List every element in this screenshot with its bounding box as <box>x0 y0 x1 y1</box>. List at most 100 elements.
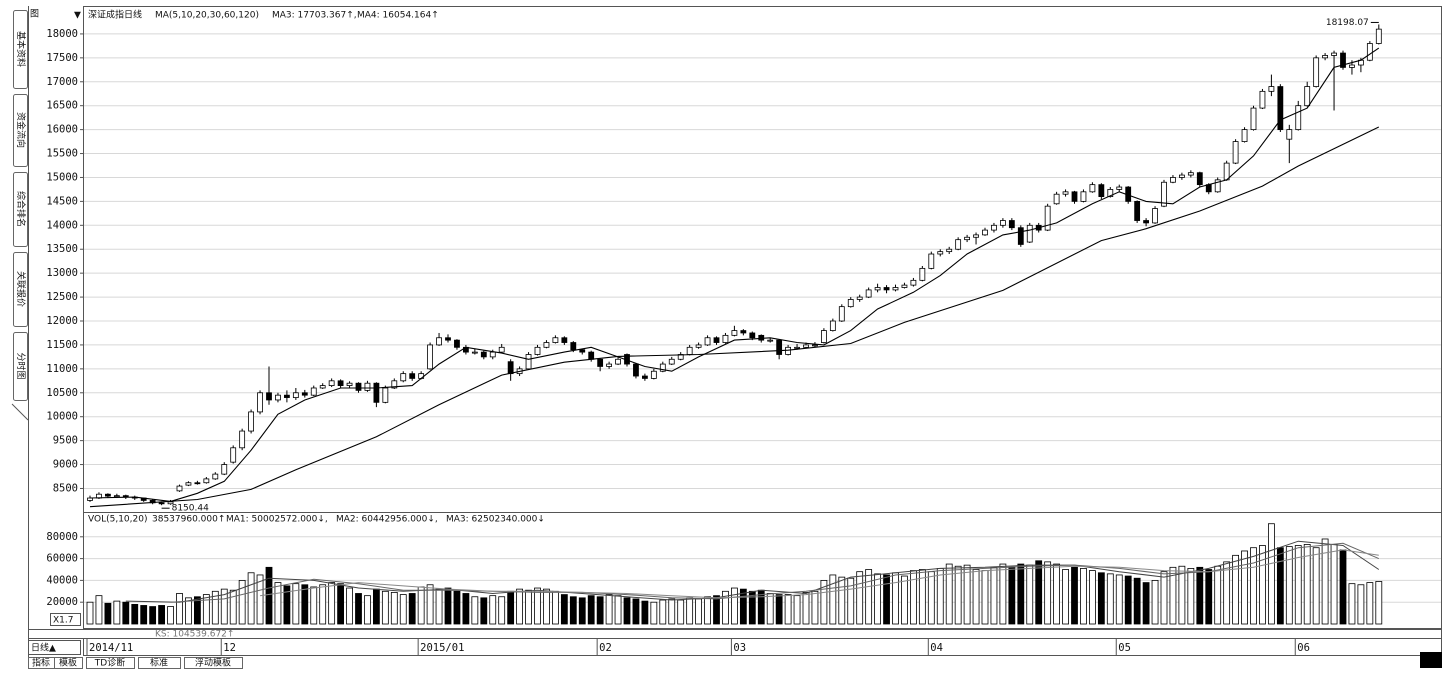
side-tab[interactable] <box>13 252 28 327</box>
volume-bar <box>918 569 926 625</box>
volume-bar <box>739 588 747 625</box>
volume-bar <box>775 594 783 625</box>
side-tab-label[interactable]: 综合排名 <box>15 191 27 227</box>
bottom-tab-label[interactable]: 标准 <box>150 657 168 669</box>
volume-bar <box>319 584 327 625</box>
candle-body <box>695 344 702 348</box>
candle-body <box>928 253 935 269</box>
candle-body <box>1286 129 1293 140</box>
volume-bar <box>140 605 148 625</box>
volume-bar <box>220 588 228 625</box>
candle-body <box>874 287 881 291</box>
candle-body <box>283 394 290 398</box>
volume-bar <box>211 590 219 625</box>
volume-bar <box>364 595 371 625</box>
volume-bar <box>229 589 237 625</box>
y-tick-label: 15500 <box>46 148 78 160</box>
scale-label[interactable]: X1.7 <box>53 616 73 626</box>
candle-body <box>1223 162 1230 181</box>
side-tab-label[interactable]: 关联报价 <box>15 271 27 307</box>
y-tick-label: 15000 <box>46 171 78 183</box>
side-tab-label[interactable]: 基本资料 <box>15 31 27 67</box>
candle-body <box>454 339 460 348</box>
corner-icon[interactable]: 图 <box>30 9 39 20</box>
high-label: 18198.07 <box>1326 18 1369 28</box>
volume-bar <box>1232 554 1239 625</box>
y-tick-label: 8500 <box>53 482 78 494</box>
candle-body <box>973 234 979 238</box>
volume-bar <box>704 596 711 625</box>
y-tick-label: 10500 <box>46 387 78 399</box>
candle-body <box>266 392 272 401</box>
volume-bar <box>1124 575 1132 625</box>
volume-bar <box>534 587 541 625</box>
candle-body <box>597 358 604 367</box>
candle-body <box>570 342 577 351</box>
volume-bar <box>247 572 255 625</box>
candle-body <box>1232 141 1239 164</box>
candle-body <box>964 236 970 241</box>
volume-bar <box>265 566 273 625</box>
candle-body <box>838 306 845 322</box>
y-tick-label: 13000 <box>46 267 78 279</box>
candle-body <box>1053 193 1060 205</box>
ma-params: MA(5,10,20,30,60,120) <box>155 11 259 21</box>
candle-body <box>704 337 711 346</box>
candle-body <box>1205 184 1212 193</box>
volume-bar <box>1187 568 1195 625</box>
volume-bar <box>390 591 398 625</box>
candle-body <box>1044 205 1051 231</box>
candle-body <box>1375 28 1382 44</box>
candle-body <box>176 485 183 492</box>
menu-arrow[interactable]: ▼ <box>74 11 81 21</box>
candle-body <box>713 337 720 343</box>
candle-body <box>471 351 478 354</box>
bottom-tab-label[interactable]: 指标 <box>32 657 50 669</box>
candle-body <box>847 299 854 308</box>
volume-bar <box>471 596 479 625</box>
volume-bar <box>560 594 568 625</box>
volume-bar <box>883 574 890 625</box>
candle-body <box>892 287 899 291</box>
bottom-tab-label[interactable]: TD诊断 <box>94 657 125 669</box>
bottom-tab-label[interactable]: 浮动模板 <box>195 657 231 669</box>
candle-body <box>1331 52 1337 56</box>
volume-bar <box>480 597 488 625</box>
candle-body <box>579 349 586 353</box>
legend-entry: MA3: 17703.367↑, <box>272 11 357 21</box>
candle-body <box>552 337 559 343</box>
candle-body <box>588 351 595 360</box>
candle-body <box>1322 55 1328 59</box>
side-tab-label[interactable]: 分时图 <box>15 352 27 379</box>
volume-bar <box>1294 545 1302 625</box>
candle-body <box>1017 227 1024 245</box>
volume-bar <box>507 590 515 625</box>
candle-body <box>1080 191 1087 202</box>
period-box[interactable] <box>28 640 81 655</box>
corner-block <box>1420 652 1442 668</box>
volume-bar <box>963 564 971 625</box>
side-tab[interactable] <box>13 94 28 167</box>
period-label[interactable]: 日线▲ <box>31 642 56 654</box>
candle-body <box>1000 220 1006 226</box>
y-tick-label: 80000 <box>46 531 78 543</box>
side-tab[interactable] <box>13 172 28 247</box>
volume-bar <box>1375 581 1383 625</box>
bottom-tab-label[interactable]: 模板 <box>59 657 77 669</box>
volume-bar <box>1142 582 1150 625</box>
bottom-tab[interactable] <box>54 657 83 669</box>
y-tick-label: 17500 <box>46 52 78 64</box>
candle-body <box>409 373 416 379</box>
volume-bar <box>829 574 837 625</box>
scale-box[interactable] <box>50 613 81 626</box>
volume-bar <box>910 570 917 625</box>
bottom-tab[interactable] <box>138 657 181 669</box>
candle-body <box>901 284 908 288</box>
volume-bar <box>1115 574 1123 625</box>
side-tab[interactable] <box>13 332 28 401</box>
bottom-tab[interactable] <box>86 657 135 669</box>
bottom-tab[interactable] <box>184 657 243 669</box>
side-tab-label[interactable]: 资金流向 <box>15 112 27 148</box>
side-tab[interactable] <box>13 10 28 89</box>
volume-bar <box>1321 538 1329 625</box>
